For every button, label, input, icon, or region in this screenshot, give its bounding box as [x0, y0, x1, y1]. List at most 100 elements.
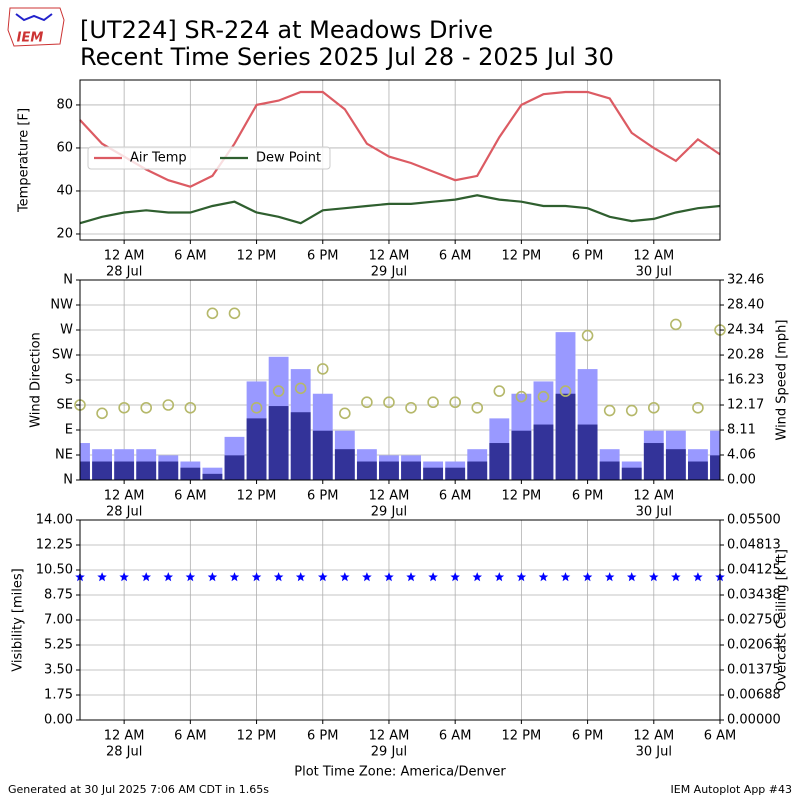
bar [665, 449, 686, 480]
point [340, 572, 350, 582]
bar [577, 424, 598, 480]
legend-label: Air Temp [130, 151, 187, 166]
point [140, 401, 153, 414]
bar [489, 443, 510, 480]
point [494, 572, 505, 582]
y-tick-label: SW [52, 348, 73, 363]
series-line [79, 90, 721, 188]
bar [710, 455, 720, 480]
point [516, 572, 527, 582]
point [339, 407, 351, 420]
y-tick-label: 1.75 [44, 688, 73, 703]
point [361, 396, 373, 409]
point [384, 572, 394, 582]
y2-tick-label: 12.17 [727, 398, 764, 413]
bar [621, 467, 642, 480]
y-tick-label: 20 [56, 226, 73, 241]
y2-tick-label: 0.02063 [727, 638, 781, 653]
plot-frame [79, 519, 721, 721]
point [251, 572, 262, 582]
bar [423, 467, 444, 480]
y-tick-label: W [60, 323, 73, 338]
y-tick-label: S [65, 373, 73, 388]
y-axis-label: Visibility [miles] [11, 568, 26, 671]
series-line [79, 194, 721, 225]
y-tick-label: NW [50, 298, 73, 313]
y2-tick-label: 0.00000 [727, 713, 781, 728]
x-tick-label: 12 PM [502, 729, 542, 744]
x-tick-label: 6 AM [174, 489, 207, 504]
point [185, 572, 196, 582]
footer-left: Generated at 30 Jul 2025 7:06 AM CDT in … [8, 783, 269, 796]
x-tick-label: 6 AM [174, 729, 207, 744]
point [670, 318, 682, 331]
x-tick-label: 12 AM [104, 249, 145, 264]
y2-tick-label: 0.00688 [727, 688, 781, 703]
point [272, 385, 285, 397]
y2-axis-label: Overcast Ceiling [k ft] [775, 549, 790, 691]
x-tick-label: 6 PM [572, 729, 603, 744]
point [538, 572, 549, 582]
bar [379, 461, 399, 480]
x-tick-label: 12 PM [237, 249, 277, 264]
point [406, 572, 416, 582]
point [362, 572, 372, 582]
point [97, 572, 107, 582]
bar [312, 430, 333, 480]
bar [246, 418, 267, 480]
bar [511, 430, 532, 480]
point [493, 385, 506, 397]
point [316, 363, 329, 375]
x-tick-label: 6 PM [572, 489, 603, 504]
point [141, 572, 151, 582]
bar [158, 461, 179, 480]
x-tick-label: 12 AM [633, 489, 674, 504]
x-date-label: 28 Jul [106, 265, 142, 280]
y2-tick-label: 28.40 [727, 298, 764, 313]
x-date-label: 29 Jul [371, 745, 407, 760]
point [405, 401, 417, 414]
y-tick-label: N [63, 273, 73, 288]
y2-tick-label: 16.23 [727, 373, 764, 388]
point [294, 382, 307, 395]
x-date-label: 30 Jul [636, 745, 672, 760]
point [649, 572, 659, 582]
logo: IEM [7, 7, 65, 47]
x-tick-label: 6 PM [572, 249, 603, 264]
x-tick-label: 6 AM [704, 729, 737, 744]
x-date-label: 29 Jul [371, 265, 407, 280]
point [627, 572, 637, 582]
point [582, 572, 593, 582]
subtitle: Recent Time Series 2025 Jul 28 - 2025 Ju… [80, 43, 614, 71]
logo-text: IEM [17, 31, 44, 46]
bar [268, 406, 289, 480]
bar [356, 461, 377, 480]
x-tick-label: 6 AM [174, 249, 207, 264]
x-date-label: 28 Jul [106, 745, 142, 760]
x-tick-label: 6 PM [307, 489, 338, 504]
x-date-label: 29 Jul [371, 505, 407, 520]
bar [180, 467, 201, 480]
y2-tick-label: 8.11 [727, 423, 756, 438]
panel: N NE E SE S SW W NW N 0.00 4.06 8.11 12.17 16.23 20.28… [29, 273, 790, 520]
bar [92, 461, 112, 480]
x-tick-label: 12 AM [369, 249, 410, 264]
x-tick-label: 12 PM [237, 489, 277, 504]
panel: 0.00 1.75 3.50 5.25 7.00 8.75 10.50 12.25 14.00 0… [11, 513, 790, 780]
point [96, 407, 108, 420]
y-tick-label: 10.50 [36, 563, 73, 578]
x-date-label: 30 Jul [636, 505, 672, 520]
point [603, 404, 616, 417]
bar [80, 461, 90, 480]
y-tick-label: 0.00 [44, 713, 73, 728]
x-tick-label: 12 AM [633, 729, 674, 744]
bar [401, 461, 421, 480]
bar [599, 461, 620, 480]
title: [UT224] SR-224 at Meadows Drive [80, 16, 493, 44]
point [229, 572, 240, 582]
x-tick-label: 6 AM [439, 249, 472, 264]
point [604, 572, 615, 582]
point [118, 401, 130, 414]
point [184, 401, 197, 414]
